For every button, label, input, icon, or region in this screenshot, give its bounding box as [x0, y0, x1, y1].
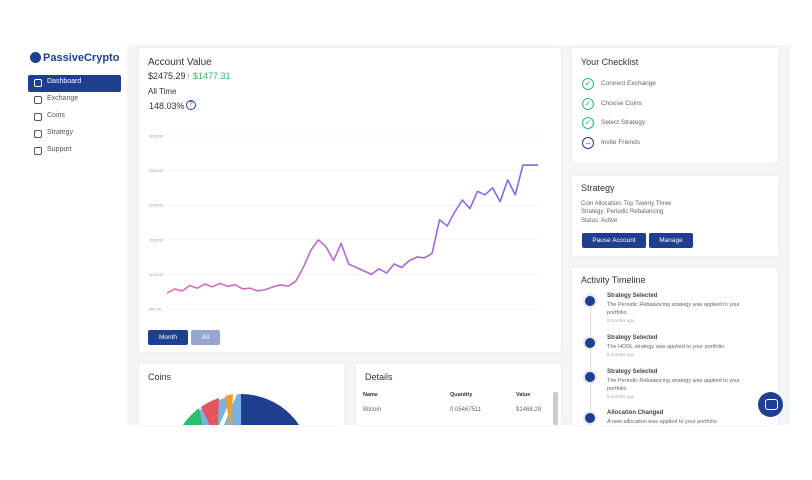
strategy-line: Coin Allocation: Top Twenty Three	[581, 201, 672, 207]
y-tick-label: 2500.00	[149, 168, 164, 173]
nav-icon[interactable]	[34, 96, 42, 104]
column-header: Name	[363, 392, 378, 398]
pie-slice	[241, 394, 300, 425]
timeline-icon	[583, 411, 597, 425]
timeline-icon	[583, 370, 597, 384]
y-tick-label: 500.00	[149, 307, 162, 312]
help-icon[interactable]: ?	[186, 100, 196, 110]
nav-icon[interactable]	[34, 79, 42, 87]
check-icon: ✓	[582, 117, 594, 129]
change-arrow: ↑	[186, 71, 191, 81]
timeline-icon	[583, 294, 597, 308]
timeline-line	[590, 293, 591, 425]
activity-title: Strategy Selected	[607, 335, 658, 341]
chat-button[interactable]	[758, 392, 783, 417]
strategy-line: Strategy: Periodic Rebalancing	[581, 209, 664, 215]
details-card: Details Name Quantity Value Bitcoin 0.05…	[356, 364, 561, 425]
activity-text: A new allocation was applied to your por…	[607, 419, 717, 425]
strategy-card: Strategy Coin Allocation: Top Twenty Thr…	[572, 176, 778, 256]
scrollbar[interactable]	[553, 392, 558, 425]
account-value: $2475.29	[148, 71, 186, 81]
check-icon: ✓	[582, 97, 594, 110]
nav-active[interactable]	[28, 75, 121, 92]
check-item[interactable]: Select Strategy	[601, 119, 646, 126]
nav-item[interactable]: Coins	[47, 112, 65, 119]
checklist-card: Your Checklist ✓ Connect Exchange ✓ Choose …	[572, 48, 778, 163]
activity-title: Strategy Selected	[607, 369, 658, 375]
activity-card: Activity Timeline Strategy Selected The P…	[572, 268, 778, 425]
y-tick-label: 1000.00	[149, 272, 164, 277]
cell: Bitcoin	[363, 407, 382, 413]
strategy-line: Status: Active	[581, 218, 618, 224]
activity-text: The HODL strategy was applied to your po…	[607, 344, 725, 350]
nav-icon[interactable]	[34, 147, 42, 155]
period: All Time	[148, 87, 177, 96]
cell: $1468.28	[516, 407, 542, 413]
nav-item[interactable]: Exchange	[47, 95, 79, 102]
pie-slice	[183, 408, 203, 425]
column-header: Quantity	[450, 392, 473, 398]
check-item[interactable]: Connect Exchange	[601, 80, 656, 87]
all-button[interactable]: All	[191, 330, 220, 345]
activity-title: Strategy Selected	[607, 293, 658, 299]
timeline-icon	[583, 336, 597, 350]
nav-item[interactable]: Strategy	[47, 129, 74, 136]
card-title: Details	[365, 372, 393, 382]
activity-text: The Periodic Rebalancing strategy was ap…	[607, 378, 740, 392]
check-icon: →	[582, 136, 594, 149]
check-item[interactable]: Invite Friends	[601, 138, 641, 146]
cell: 0.05467511	[450, 407, 482, 413]
column-header: Value	[516, 392, 531, 398]
chart: 500.00 1000.00 1500.00 2000.00 2500.00 3000.0…	[149, 134, 542, 312]
chat-icon	[765, 399, 778, 410]
card-title: Strategy	[581, 183, 615, 193]
activity-time: 5 months ago	[607, 318, 635, 323]
activity-text: The Periodic Rebalancing strategy was ap…	[607, 302, 740, 316]
pie-slice	[201, 398, 219, 425]
percent: 148.03%	[149, 101, 185, 111]
brand: PassiveCrypto	[43, 52, 120, 64]
y-tick-label: 1500.00	[149, 237, 164, 242]
activity-time: 5 months ago	[607, 352, 635, 357]
y-tick-label: 3000.00	[149, 134, 164, 139]
coins-card: Coins	[139, 364, 344, 425]
y-tick-label: 2000.00	[149, 203, 164, 208]
nav-icon[interactable]	[34, 130, 42, 138]
card-title: Your Checklist	[581, 57, 639, 67]
nav-icon[interactable]	[34, 113, 42, 121]
value-line	[166, 164, 538, 294]
activity-title: Allocation Changed	[607, 410, 664, 416]
manage-button[interactable]: Manage	[649, 233, 693, 248]
card-title: Coins	[148, 372, 172, 382]
coins-pie	[183, 391, 300, 425]
card-title: Activity Timeline	[581, 275, 646, 285]
pie-slice	[225, 394, 233, 425]
pause-button[interactable]: Pause Account	[582, 233, 646, 248]
logo-icon	[30, 52, 41, 63]
account-card: Account Value $2475.29 ↑ $1477.31 All Ti…	[139, 48, 561, 352]
check-icon: ✓	[582, 78, 594, 90]
check-item[interactable]: Choose Coins	[601, 99, 642, 107]
nav-item[interactable]: Support	[47, 146, 72, 153]
activity-time: 5 months ago	[607, 394, 635, 399]
card-title: Account Value	[148, 57, 212, 68]
nav-item[interactable]: Dashboard	[47, 78, 82, 85]
account-change: $1477.31	[193, 71, 231, 81]
month-button[interactable]: Month	[148, 330, 188, 345]
